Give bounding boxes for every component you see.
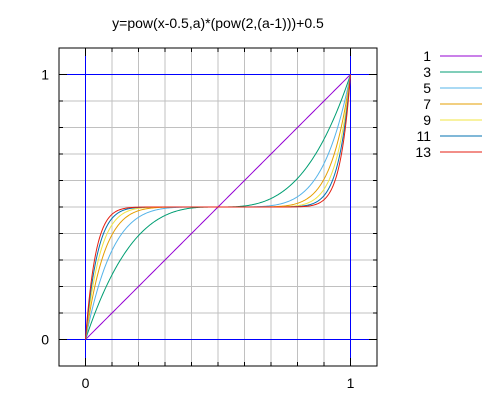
legend-label-5: 5: [423, 80, 431, 96]
y-tick-label: 1: [41, 67, 49, 83]
plot-axes: [59, 48, 377, 366]
plot-ticks: 0 1 0 1: [41, 48, 377, 391]
legend-label-11: 11: [416, 128, 431, 144]
legend-label-9: 9: [423, 112, 431, 128]
x-tick-label: 0: [82, 375, 90, 391]
plot-frame: [58, 47, 378, 367]
series-line-13: [85, 74, 351, 340]
y-tick-label: 0: [41, 332, 49, 348]
x-tick-label: 1: [347, 375, 355, 391]
legend-label-13: 13: [415, 144, 431, 160]
legend-label-1: 1: [423, 48, 431, 64]
legend-label-7: 7: [423, 96, 431, 112]
chart-title: y=pow(x-0.5,a)*(pow(2,(a-1)))+0.5: [112, 15, 324, 31]
plot-curves: [85, 74, 351, 340]
legend-label-3: 3: [423, 64, 431, 80]
